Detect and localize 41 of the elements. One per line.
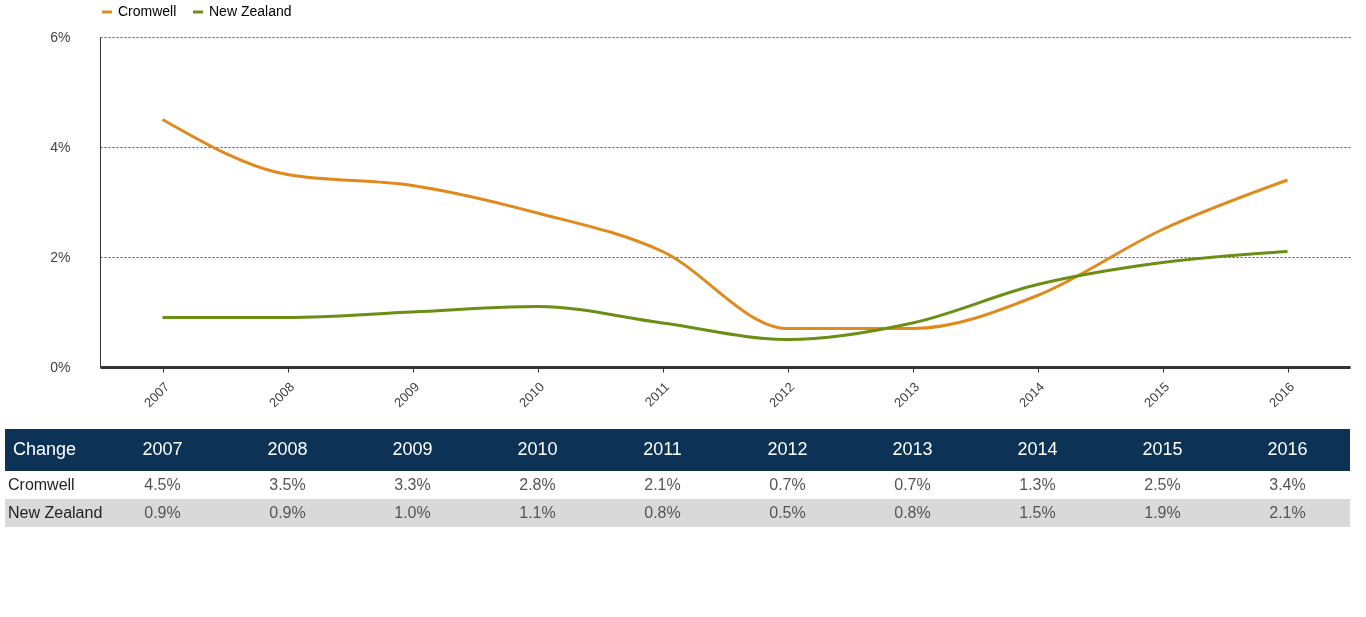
legend-label: Cromwell — [118, 3, 177, 19]
category-label: 2012 — [767, 439, 808, 459]
category-label: 2013 — [892, 439, 933, 459]
y-tick-label: 0% — [50, 358, 71, 375]
y-tick-label: 6% — [50, 28, 71, 45]
category-label: 2016 — [1267, 439, 1308, 459]
category-label: 2009 — [392, 439, 433, 459]
category-label: 2010 — [517, 439, 558, 459]
data-label: 0.5% — [769, 504, 806, 521]
line-series — [161, 250, 1289, 341]
text: Cromwell — [8, 476, 75, 493]
data-label: 0.9% — [269, 504, 306, 521]
data-label: 3.4% — [1269, 476, 1306, 493]
data-label: 1.9% — [1144, 504, 1181, 521]
category-label: 2007 — [142, 439, 183, 459]
data-label: 0.7% — [894, 476, 931, 493]
data-label: 2.1% — [1269, 504, 1306, 521]
data-label: 0.9% — [144, 504, 181, 521]
y-tick-label: 4% — [50, 138, 71, 155]
text: Change — [13, 439, 77, 459]
data-label: 2.5% — [1144, 476, 1181, 493]
category-label: 2014 — [1017, 439, 1058, 459]
data-label: 1.1% — [519, 504, 556, 521]
category-label: 2011 — [643, 439, 682, 459]
category-label: 2015 — [1142, 439, 1183, 459]
data-label: 0.7% — [769, 476, 806, 493]
data-label: 1.0% — [394, 504, 431, 521]
data-label: 2.8% — [519, 476, 556, 493]
data-label: 3.5% — [269, 476, 306, 493]
y-tick-label: 2% — [50, 248, 71, 265]
legend-label: New Zealand — [209, 3, 292, 19]
data-label: 4.5% — [144, 476, 181, 493]
text: New Zealand — [8, 504, 103, 521]
data-label: 0.8% — [894, 504, 931, 521]
data-label: 1.5% — [1019, 504, 1056, 521]
category-label: 2008 — [267, 439, 308, 459]
data-label: 0.8% — [644, 504, 681, 521]
line-series — [161, 118, 1289, 330]
data-label: 3.3% — [394, 476, 431, 493]
data-label: 1.3% — [1019, 476, 1056, 493]
data-label: 2.1% — [644, 476, 681, 493]
